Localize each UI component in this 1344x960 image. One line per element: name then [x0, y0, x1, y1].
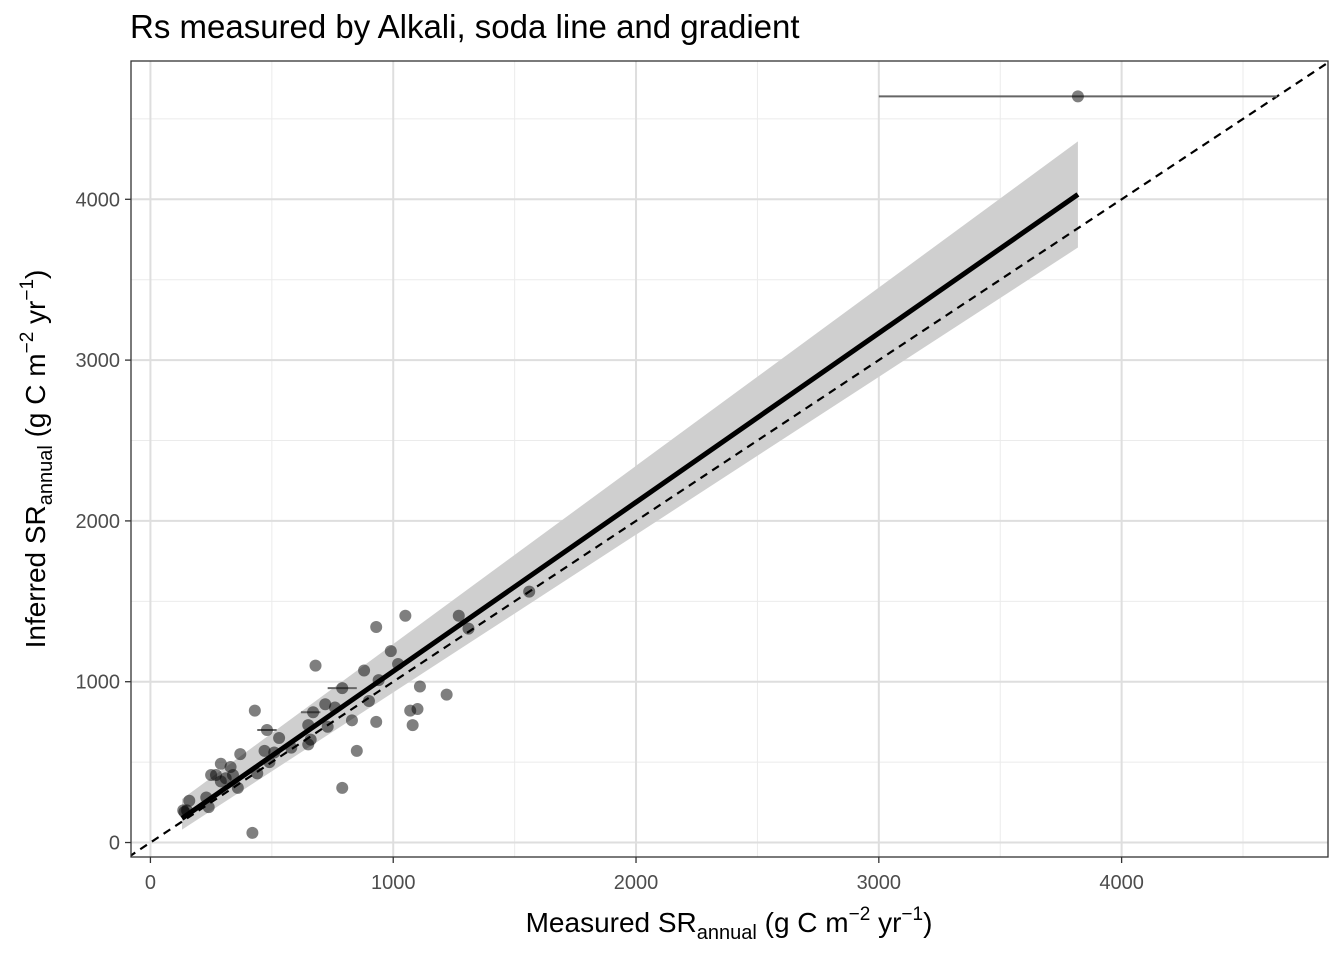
chart-title: Rs measured by Alkali, soda line and gra… [130, 8, 800, 45]
data-point [214, 757, 227, 770]
data-point [350, 744, 363, 757]
data-point [370, 621, 383, 634]
x-tick-label: 4000 [1099, 872, 1144, 894]
data-point [319, 698, 332, 711]
y-tick-label: 4000 [76, 189, 121, 211]
y-tick-label: 3000 [76, 350, 121, 372]
data-point [523, 585, 536, 598]
x-axis-title: Measured SRannual (g C m−2 yr−1) [526, 904, 933, 944]
data-point [258, 744, 271, 757]
y-axis-ticks: 0 1000 2000 3000 4000 [76, 189, 131, 855]
data-point [248, 704, 261, 717]
data-point [345, 714, 358, 727]
data-point [399, 609, 412, 622]
data-point [358, 664, 371, 677]
data-point [462, 622, 475, 635]
confidence-band-layer [181, 141, 1078, 830]
y-tick-label: 0 [109, 833, 120, 855]
fit-line-layer [180, 192, 1080, 821]
x-axis-ticks: 0 1000 2000 3000 4000 [145, 857, 1144, 894]
data-point [362, 695, 375, 708]
data-point [452, 609, 465, 622]
x-tick-label: 0 [145, 872, 156, 894]
data-point [406, 719, 419, 732]
data-point [372, 674, 385, 687]
data-point [411, 703, 424, 716]
data-point [285, 741, 298, 754]
data-point [440, 688, 453, 701]
x-tick-label: 3000 [857, 872, 902, 894]
confidence-band [181, 141, 1078, 830]
data-point [328, 701, 341, 714]
data-point [370, 715, 383, 728]
data-point [246, 826, 259, 839]
x-tick-label: 2000 [614, 872, 659, 894]
data-point [205, 768, 218, 781]
x-tick-label: 1000 [371, 872, 416, 894]
data-point [336, 682, 349, 695]
data-point [336, 781, 349, 794]
data-point [177, 804, 190, 817]
regression-fit-line [180, 192, 1080, 821]
data-point [307, 706, 320, 719]
data-point [302, 719, 315, 732]
data-point [200, 791, 213, 804]
data-point [302, 738, 315, 751]
data-point [183, 794, 196, 807]
data-point [309, 659, 322, 672]
data-point [234, 748, 247, 761]
data-point [202, 801, 215, 814]
data-point [231, 781, 244, 794]
data-point [260, 723, 273, 736]
data-point [251, 767, 264, 780]
data-point [321, 720, 334, 733]
y-tick-label: 1000 [76, 672, 121, 694]
data-points-layer [177, 90, 1084, 839]
data-point [413, 680, 426, 693]
data-point [268, 746, 281, 759]
data-point [273, 732, 286, 745]
data-point [263, 756, 276, 769]
data-point [384, 645, 397, 658]
plot-panel-border [130, 60, 1329, 858]
y-axis-title: Inferred SRannual (g C m−2 yr−1) [17, 270, 57, 649]
y-tick-label: 2000 [76, 511, 121, 533]
data-point [392, 658, 405, 671]
data-point [1071, 90, 1084, 103]
